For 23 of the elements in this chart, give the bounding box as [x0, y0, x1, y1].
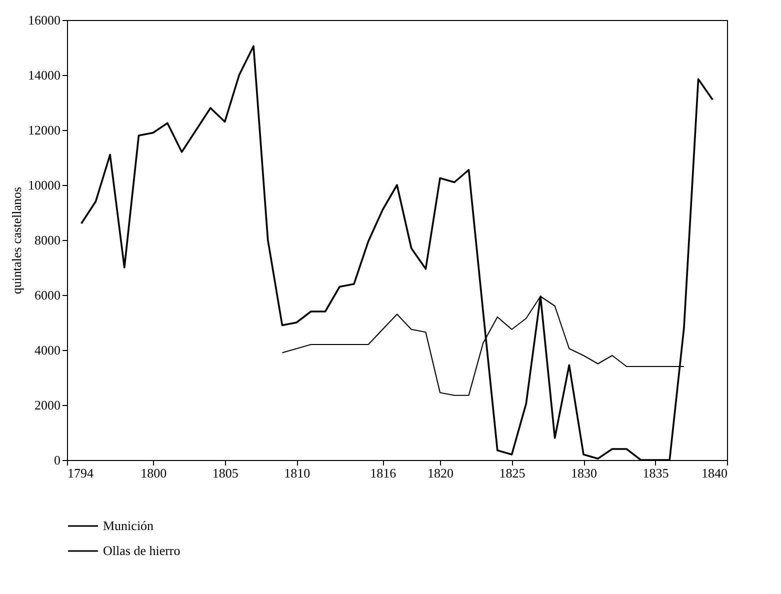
legend-label: Ollas de hierro: [103, 543, 180, 558]
y-tick-label: 8000: [34, 232, 60, 248]
x-tick-label: 1840: [702, 466, 728, 480]
x-tick-label: 1816: [370, 466, 397, 480]
y-tick-label: 10000: [28, 178, 60, 192]
x-tick-label: 1810: [284, 466, 310, 480]
y-axis-title: quintales castellanos: [9, 186, 24, 294]
y-tick-label: 12000: [28, 122, 60, 138]
x-tick-label: 1835: [642, 466, 669, 480]
x-tick-label: 1820: [428, 466, 454, 480]
y-tick-label: 16000: [28, 12, 60, 28]
y-tick-label: 4000: [34, 342, 60, 358]
legend-label: Munición: [103, 518, 154, 533]
y-tick-label: 14000: [28, 68, 60, 82]
x-tick-label: 1794: [68, 466, 94, 480]
x-tick-label: 1805: [212, 466, 238, 480]
y-tick-label: 0: [54, 452, 60, 468]
y-tick-label: 6000: [34, 288, 60, 302]
y-tick-label: 2000: [34, 398, 60, 412]
x-tick-label: 1800: [140, 466, 167, 480]
x-tick-label: 1830: [571, 466, 598, 480]
x-tick-label: 1825: [499, 466, 526, 480]
line-series: [282, 296, 685, 396]
